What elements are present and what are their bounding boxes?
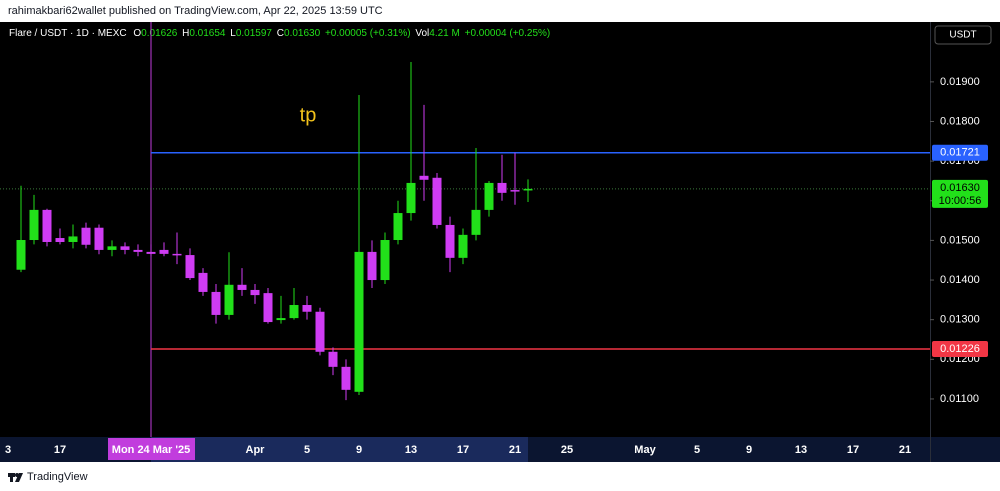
logo-part [15,473,23,482]
currency-box[interactable] [934,25,992,45]
x-tick-label: 9 [356,444,362,456]
candle-body [341,366,351,390]
candle-body [224,284,234,315]
candle-body [393,213,403,241]
legend-value: 0.01626 [141,28,178,39]
candle-body [471,209,481,235]
candle-body [42,209,52,242]
header-bar [0,0,1000,22]
x-tick-label: 5 [694,444,700,456]
candle-body [380,240,390,281]
last-price-box [932,179,988,208]
legend-value: 0.01630 [284,28,321,39]
candle-body [198,272,208,292]
legend-vol: 4.21 M [429,28,460,39]
candle-body [29,209,39,241]
logo-part [10,473,13,482]
candle-body [367,251,377,281]
candle-body [445,224,455,258]
x-tick-label: 9 [746,444,752,456]
candle-body [237,284,247,290]
legend-key: L [230,28,236,39]
candle-body [68,236,78,242]
candle-body [354,251,364,392]
candle-body [328,351,338,367]
candle-body [458,234,468,258]
candle-body [250,289,260,296]
candle-body [510,190,520,192]
crosshair-time-box [108,438,195,460]
x-tick-label: 17 [54,444,66,456]
candle-body [172,253,182,256]
candle-body [419,175,429,180]
candle-body [289,305,299,319]
x-tick-label: 21 [899,444,911,456]
candle-body [146,251,156,254]
legend-key: C [277,28,284,39]
candle-body [315,311,325,352]
legend-vol-change: +0.00004 (+0.25%) [465,28,551,39]
annotation: tp [300,104,317,126]
x-tick-label: Mon 24 Mar '25 [112,444,190,456]
x-tick-label: 5 [304,444,310,456]
legend-key: H [182,28,189,39]
legend-value: 0.01597 [236,28,273,39]
currency: USDT [949,30,976,41]
candle-body [133,249,143,252]
last-price-label: 0.01630 [940,182,980,194]
candle-body [302,305,312,312]
candle-body [263,293,273,323]
x-tick-label: 17 [457,444,469,456]
countdown: 10:00:56 [939,195,982,207]
time-range-highlight [151,437,528,462]
y-tick-label: 0.01100 [940,393,979,405]
candle-body [276,318,286,321]
x-tick-label: 21 [509,444,521,456]
candle-body [16,240,26,270]
candle-body [159,249,169,254]
legend-value: 0.01654 [189,28,226,39]
candle-body [81,227,91,245]
x-tick-label: 13 [795,444,807,456]
candle-body [497,182,507,193]
candle-body [406,182,416,214]
y-tick-label: 0.01400 [940,274,980,286]
x-tick-label: 25 [561,444,573,456]
x-tick-label: 3 [5,444,11,456]
legend-symbol: Flare / USDT · 1D · MEXC [9,28,127,39]
plot-background [0,22,1000,437]
candle-body [55,238,65,242]
footer-brand: TradingView [27,471,88,483]
candle-body [107,246,117,250]
candle-body [120,246,130,250]
price-label: 0.01226 [940,343,980,355]
price-label-box [932,341,988,358]
x-tick-label: May [634,444,656,456]
footer-logo [8,473,23,482]
legend-vol-label: Vol [415,28,429,39]
candle-body [211,291,221,315]
price-label: 0.01721 [940,147,980,159]
candle-body [432,177,442,225]
y-tick-label: 0.01500 [940,234,980,246]
x-tick-label: 17 [847,444,859,456]
y-tick-label: 0.01300 [940,314,980,326]
candle-body [523,188,533,191]
y-tick-label: 0.01900 [940,76,980,88]
candle-body [185,255,195,279]
x-tick-label: Apr [246,444,266,456]
publisher: rahimakbari62wallet published on Trading… [8,5,383,17]
candle-body [484,182,494,210]
legend-key: O [133,28,141,39]
legend: Flare / USDT · 1D · MEXC O0.01626 H0.016… [9,28,550,39]
candle-body [94,227,104,250]
x-tick-label: 13 [405,444,417,456]
y-tick-label: 0.01800 [940,115,980,127]
footer-bar [0,462,1000,491]
legend-change: +0.00005 (+0.31%) [325,28,411,39]
price-label-box [932,144,988,161]
